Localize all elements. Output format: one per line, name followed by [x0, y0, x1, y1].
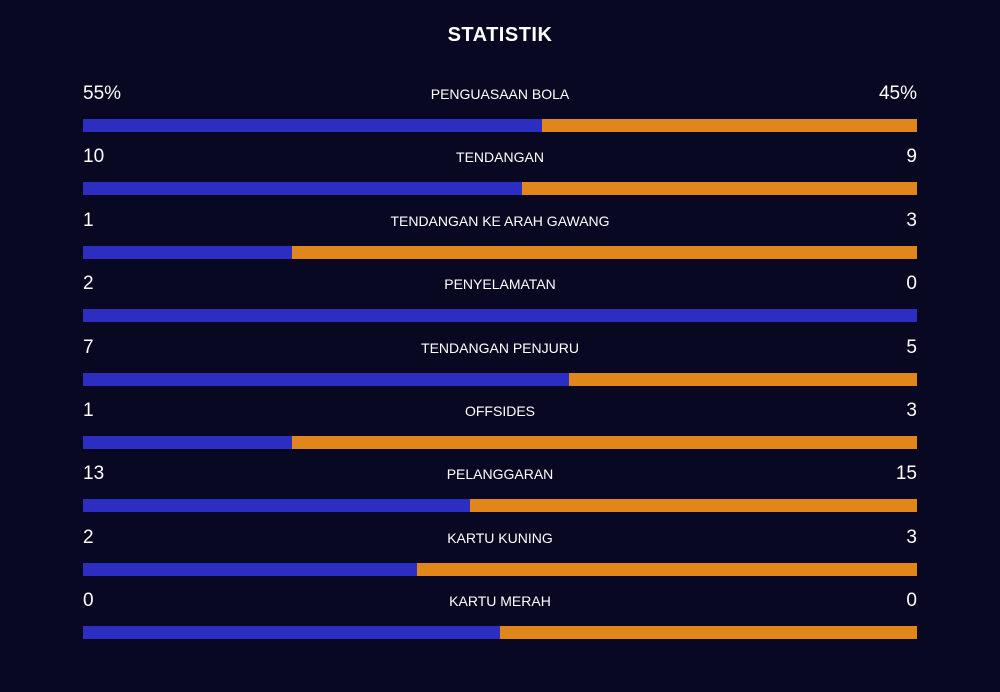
- stat-label: PENYELAMATAN: [444, 276, 556, 293]
- home-value: 7: [83, 336, 94, 358]
- home-bar: [83, 372, 570, 386]
- away-bar: [500, 626, 917, 640]
- home-bar: [83, 182, 522, 196]
- home-value: 2: [83, 526, 94, 548]
- away-bar: [291, 435, 917, 449]
- home-value: 55%: [83, 83, 122, 104]
- home-bar: [83, 626, 500, 640]
- stat-label: KARTU MERAH: [449, 593, 551, 610]
- stat-row-shots: 10 TENDANGAN 9: [83, 143, 917, 206]
- stat-row-offsides: 1 OFFSIDES 3: [83, 397, 917, 460]
- away-value: 5: [906, 336, 917, 358]
- stat-label: KARTU KUNING: [447, 529, 553, 546]
- stat-label: OFFSIDES: [464, 402, 535, 419]
- home-bar: [83, 119, 542, 132]
- stat-label: TENDANGAN KE ARAH GAWANG: [390, 212, 610, 229]
- stat-label: PELANGGARAN: [446, 466, 554, 483]
- stat-label: TENDANGAN: [456, 149, 544, 166]
- stat-row-red-cards: 0 KARTU MERAH 0: [83, 587, 917, 650]
- away-value: 0: [906, 273, 917, 295]
- home-value: 13: [83, 463, 105, 485]
- comparison-bar: [83, 562, 917, 576]
- away-value: 9: [906, 146, 917, 168]
- comparison-bar: [83, 499, 917, 513]
- away-bar: [521, 182, 917, 196]
- stat-row-possession: 55% PENGUASAAN BOLA 45%: [83, 80, 917, 143]
- away-bar: [469, 499, 917, 513]
- away-value: 3: [906, 399, 917, 421]
- home-value: 1: [83, 209, 94, 231]
- away-bar: [291, 245, 917, 259]
- home-value: 0: [83, 590, 94, 612]
- comparison-bar: [83, 119, 917, 132]
- home-bar: [83, 435, 292, 449]
- stat-label: PENGUASAAN BOLA: [430, 86, 570, 102]
- home-value: 1: [83, 399, 94, 421]
- away-value: 3: [906, 526, 917, 548]
- away-value: 45%: [878, 83, 917, 104]
- home-bar: [83, 309, 917, 323]
- home-value: 10: [83, 146, 105, 168]
- home-bar: [83, 245, 292, 259]
- comparison-bar: [83, 182, 917, 196]
- away-value: 3: [906, 209, 917, 231]
- stat-row-yellow-cards: 2 KARTU KUNING 3: [83, 524, 917, 587]
- comparison-bar: [83, 372, 917, 386]
- stats-title: STATISTIK: [447, 24, 553, 46]
- home-bar: [83, 562, 417, 576]
- stat-label: TENDANGAN PENJURU: [421, 339, 579, 356]
- home-value: 2: [83, 273, 94, 295]
- stat-row-saves: 2 PENYELAMATAN 0: [83, 270, 917, 333]
- away-value: 15: [895, 463, 917, 485]
- stat-row-fouls: 13 PELANGGARAN 15: [83, 460, 917, 523]
- stats-list: 55% PENGUASAAN BOLA 45% 10 TENDANGAN 9 1…: [83, 80, 917, 651]
- away-bar: [541, 119, 917, 132]
- comparison-bar: [83, 435, 917, 449]
- away-bar: [569, 372, 917, 386]
- comparison-bar: [83, 309, 917, 323]
- away-value: 0: [906, 590, 917, 612]
- stat-row-shots-on-target: 1 TENDANGAN KE ARAH GAWANG 3: [83, 207, 917, 270]
- stat-row-corners: 7 TENDANGAN PENJURU 5: [83, 334, 917, 397]
- comparison-bar: [83, 245, 917, 259]
- away-bar: [416, 562, 917, 576]
- comparison-bar: [83, 626, 917, 640]
- home-bar: [83, 499, 470, 513]
